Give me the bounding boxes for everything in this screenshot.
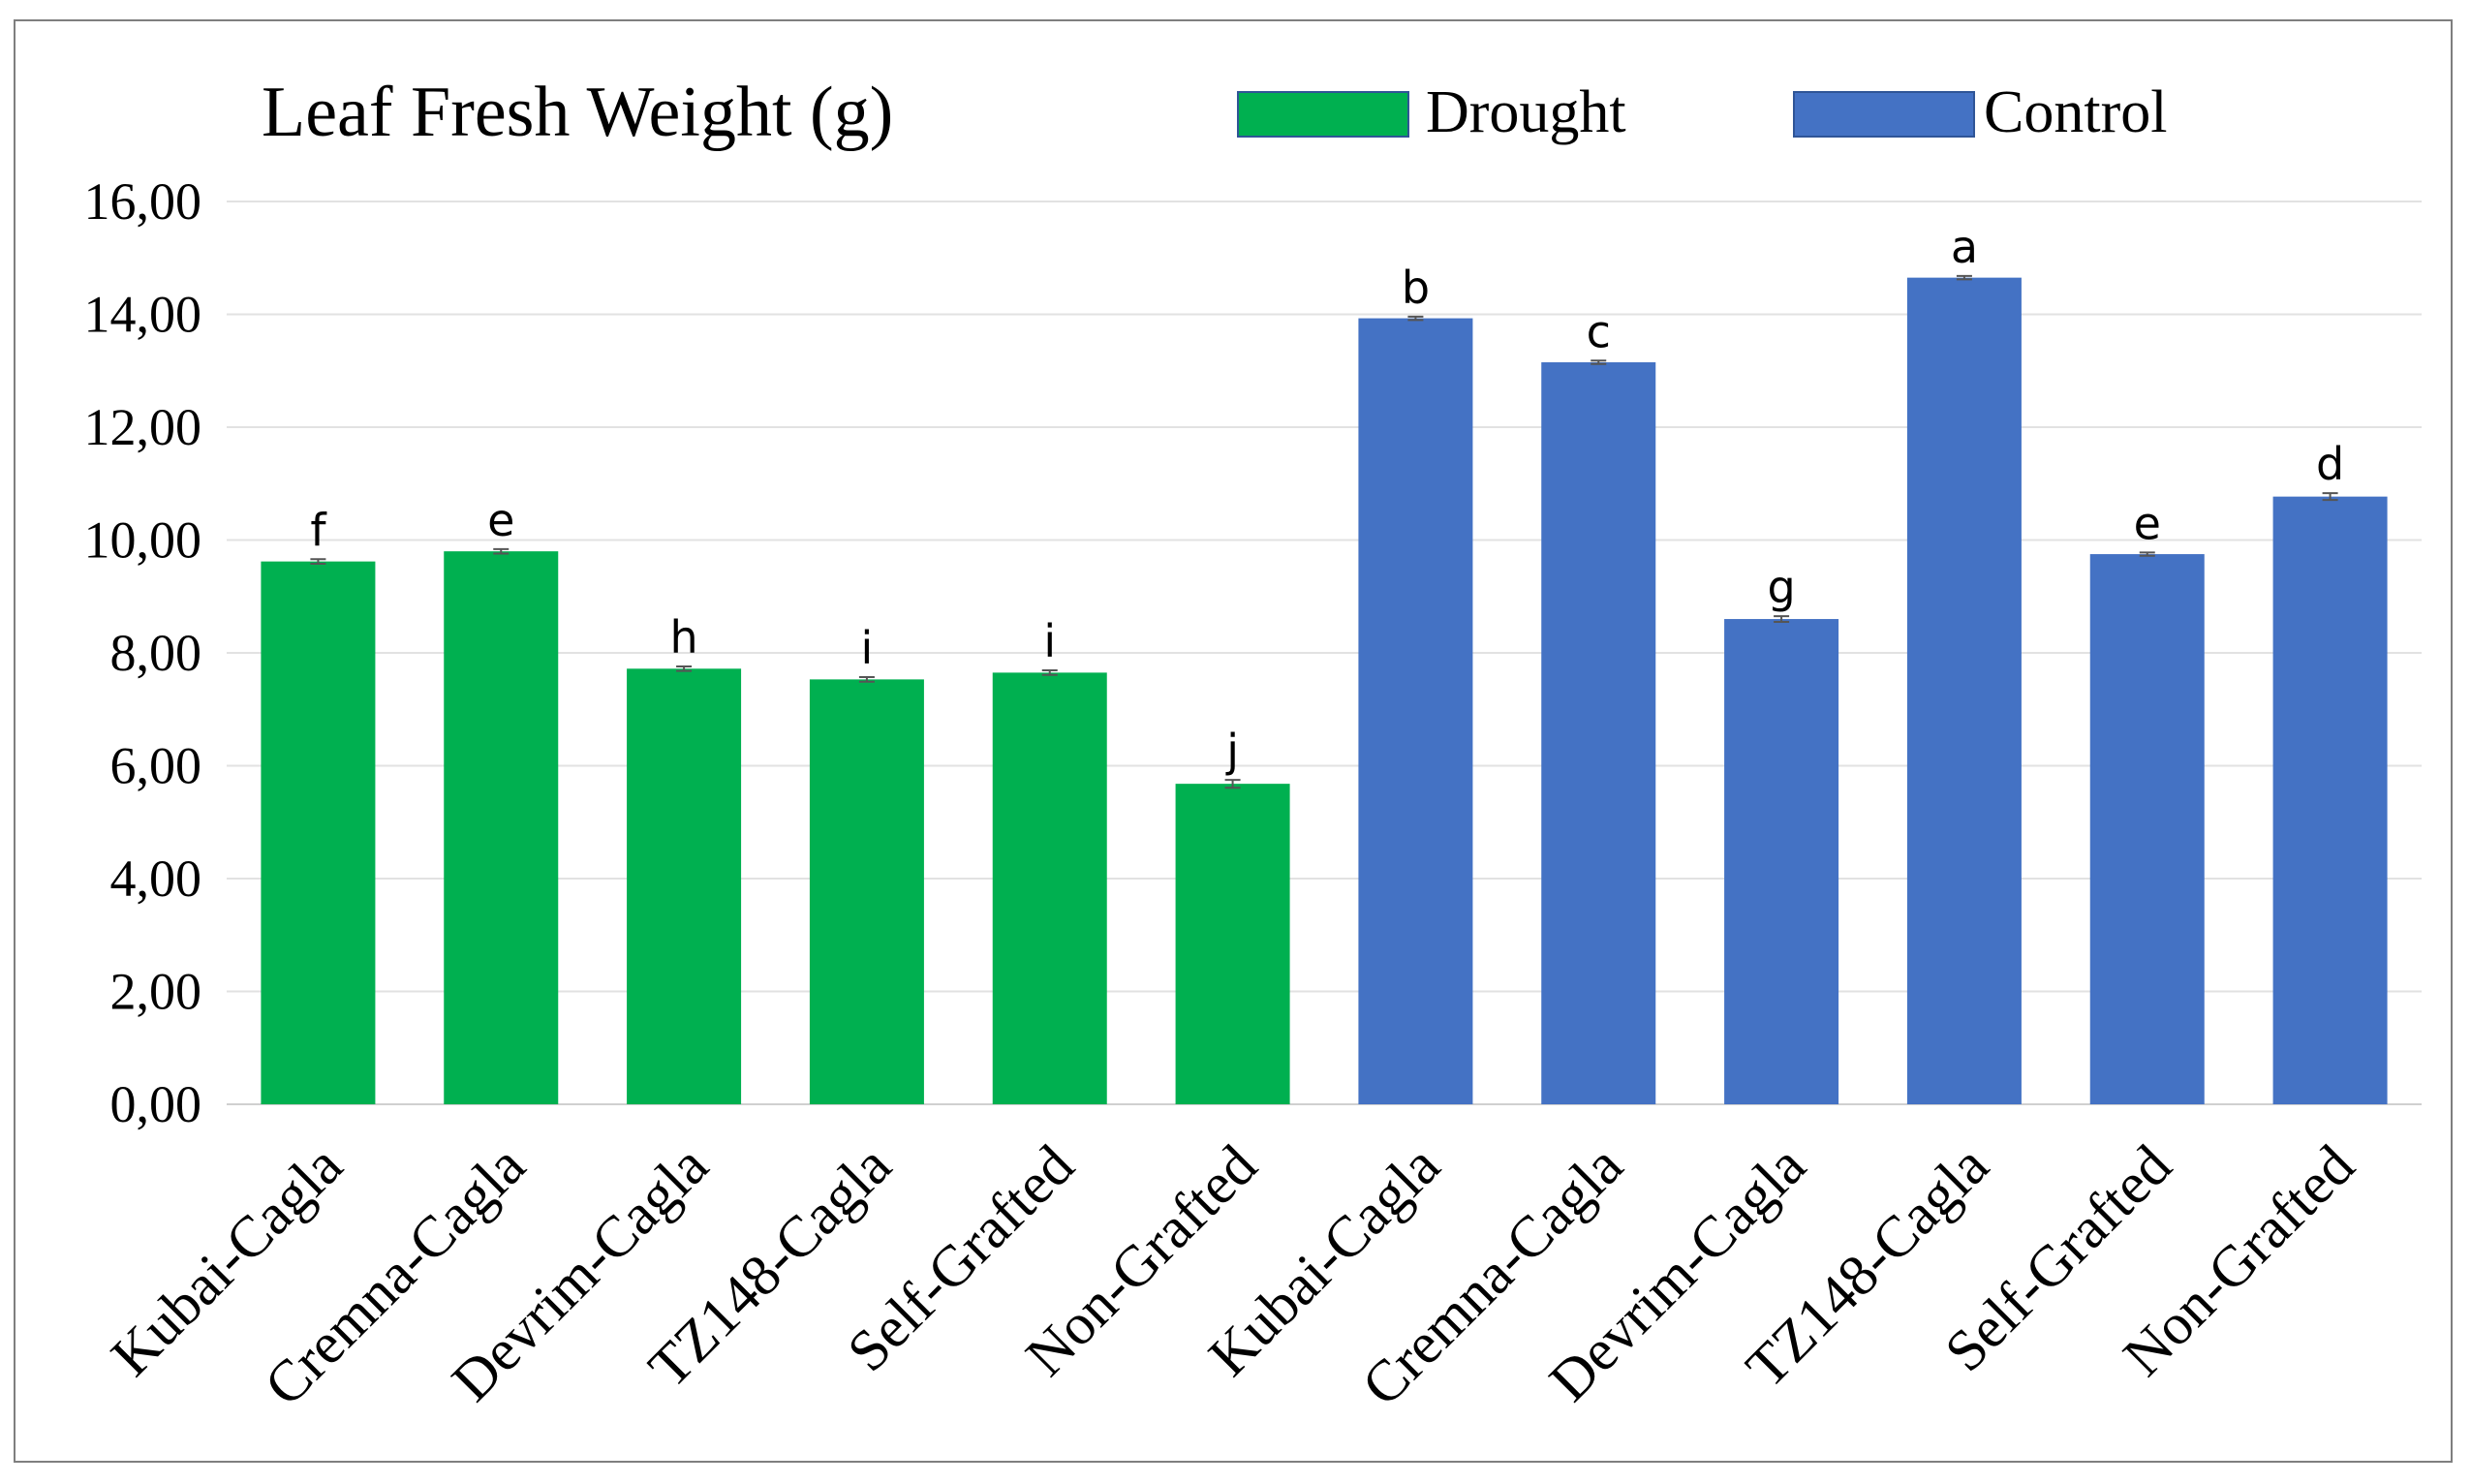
significance-letter: b [1402,262,1430,314]
y-tick-label: 4,00 [110,850,202,908]
significance-letter: g [1767,561,1795,613]
legend-swatch-drought [1237,91,1409,138]
significance-letter: e [487,494,514,546]
y-tick-label: 2,00 [110,963,202,1021]
bar [1175,784,1290,1104]
chart-title: Leaf Fresh Weight (g) [262,73,893,152]
y-tick-label: 12,00 [84,398,202,456]
y-tick-label: 0,00 [110,1075,202,1133]
bar [261,561,376,1104]
significance-letter: j [1225,725,1239,777]
bar [1724,619,1839,1104]
y-tick-label: 6,00 [110,737,202,795]
bar [444,551,559,1104]
bar [2272,496,2388,1104]
y-tick-label: 16,00 [84,172,202,231]
chart-svg: 0,00 2,00 4,00 6,00 8,00 10,00 12,00 14,00 16,00… [84,73,2422,1418]
y-tick-label: 8,00 [110,624,202,682]
significance-letter: d [2316,438,2344,490]
y-tick-label: 10,00 [84,511,202,570]
significance-letter: c [1587,305,1611,357]
bar [809,679,924,1104]
significance-letter: i [1043,615,1056,667]
chart-frame: 0,00 2,00 4,00 6,00 8,00 10,00 12,00 14,00 16,00… [14,19,2453,1463]
bar [1358,318,1473,1104]
bar [627,668,742,1104]
legend-label-control: Control [1984,79,2167,145]
legend-label-drought: Drought [1426,79,1626,145]
significance-letter: h [670,611,698,664]
bar [1541,362,1656,1104]
bar [992,672,1107,1104]
grid-layer [227,201,2422,1105]
legend-swatch-control [1793,91,1975,138]
significance-letter: e [2134,497,2161,549]
significance-letter: i [861,622,874,674]
significance-letter: f [310,504,327,556]
bar [1906,277,2022,1104]
bar [2089,554,2205,1104]
bars-layer [261,274,2388,1104]
y-tick-label: 14,00 [84,286,202,344]
legend: Drought Control [1237,79,2167,145]
significance-letter: a [1951,221,1978,273]
